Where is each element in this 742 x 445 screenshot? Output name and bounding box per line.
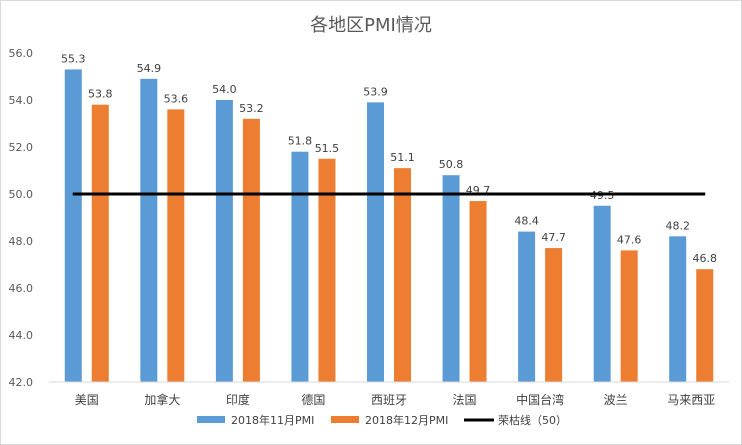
legend-entry: 2018年11月PMI: [231, 413, 314, 427]
bar-series-1-1: [91, 104, 109, 382]
y-tick-label: 42.0: [9, 376, 34, 389]
data-label: 53.6: [164, 92, 189, 105]
x-tick-label: 法国: [453, 393, 477, 407]
y-tick-label: 46.0: [9, 282, 34, 295]
x-tick-label: 中国台湾: [516, 392, 564, 407]
bar-series-1-9: [696, 269, 714, 382]
y-axis: 42.0 44.0 46.0 48.0 50.0 52.0 54.0 56.0: [9, 47, 34, 389]
legend-entry: 荣枯线（50）: [498, 413, 567, 427]
legend-swatch: [331, 416, 359, 423]
bar-series-0-9: [669, 236, 687, 382]
bar-series-0-4: [291, 151, 309, 382]
data-label: 53.8: [88, 88, 113, 101]
data-label: 47.6: [617, 233, 642, 246]
data-label: 53.2: [239, 102, 264, 115]
x-tick-label: 美国: [75, 393, 99, 407]
bar-series-0-5: [367, 102, 384, 382]
bar-series-1-6: [469, 201, 487, 382]
data-label: 47.7: [541, 231, 566, 244]
x-tick-label: 马来西亚: [667, 393, 715, 407]
bar-series-1-5: [394, 168, 411, 382]
bar-series-0-8: [593, 205, 611, 382]
y-tick-label: 52.0: [9, 141, 34, 154]
bar-series-0-2: [140, 78, 158, 382]
bar-series-1-2: [167, 109, 185, 383]
bar-series-0-6: [442, 175, 460, 382]
data-label: 51.8: [288, 135, 313, 148]
x-axis: 美国 加拿大 印度 德国 西班牙 法国 中国台湾 波兰 马来西亚: [49, 381, 729, 407]
data-label: 48.4: [514, 215, 539, 228]
bar-series-1-3: [242, 118, 260, 383]
data-labels: 55.3 53.8 54.9 53.6 54.053.2 51.851.5 53.9 51.1…: [61, 52, 717, 265]
data-label: 48.2: [665, 219, 690, 232]
data-label: 46.8: [692, 252, 717, 265]
bars: [64, 69, 714, 383]
bar-series-1-4: [318, 158, 336, 382]
legend-swatch: [197, 416, 225, 423]
x-tick-label: 西班牙: [371, 393, 407, 407]
x-tick-label: 波兰: [604, 393, 628, 407]
data-label: 54.0: [212, 83, 237, 96]
bar-series-1-7: [545, 248, 563, 382]
y-tick-label: 54.0: [9, 94, 34, 107]
y-tick-label: 56.0: [9, 47, 34, 60]
y-tick-label: 44.0: [9, 329, 34, 342]
y-tick-label: 50.0: [9, 188, 34, 201]
x-tick-label: 加拿大: [144, 392, 180, 407]
bar-series-0-3: [215, 100, 233, 382]
data-label: 54.9: [137, 62, 162, 75]
data-label: 51.1: [390, 151, 415, 164]
x-tick-label: 印度: [226, 392, 250, 407]
bar-series-1-8: [620, 250, 638, 382]
x-tick-label: 德国: [301, 392, 325, 407]
data-label: 50.8: [439, 158, 464, 171]
bar-series-0-1: [64, 69, 82, 382]
legend-entry: 2018年12月PMI: [365, 413, 448, 427]
chart-title: 各地区PMI情况: [310, 15, 432, 36]
bar-series-0-7: [518, 231, 536, 382]
y-tick-label: 48.0: [9, 235, 34, 248]
legend: 2018年11月PMI 2018年12月PMI 荣枯线（50）: [197, 413, 567, 427]
data-label: 55.3: [61, 52, 86, 65]
data-label: 53.9: [363, 85, 388, 98]
data-label: 51.5: [315, 142, 340, 155]
